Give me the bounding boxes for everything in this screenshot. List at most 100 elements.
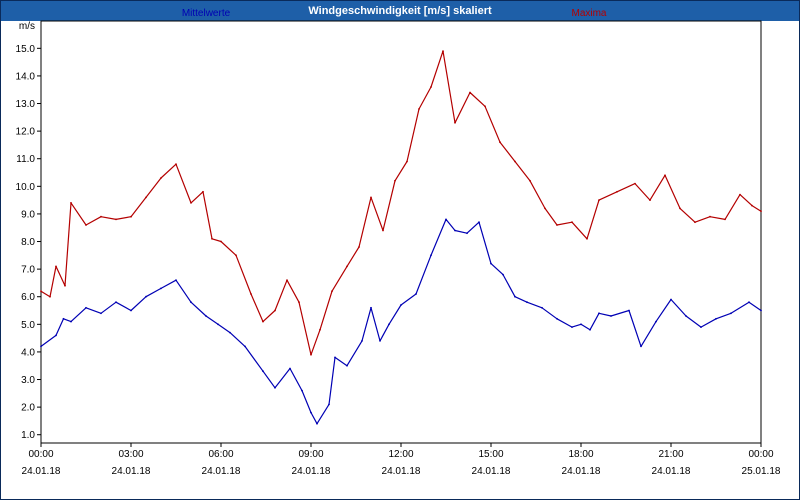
data-point — [685, 315, 687, 317]
data-point — [274, 309, 276, 312]
data-point — [286, 279, 288, 282]
x-tick-date: 24.01.18 — [382, 466, 421, 477]
data-point — [454, 121, 456, 124]
axes — [37, 20, 762, 447]
data-point — [190, 301, 192, 304]
data-point — [544, 207, 546, 210]
data-point — [70, 320, 72, 323]
data-point — [400, 304, 402, 306]
x-tick-date: 24.01.18 — [652, 466, 691, 477]
data-point — [244, 345, 246, 348]
data-point — [160, 287, 162, 290]
data-point — [442, 50, 444, 52]
data-point — [310, 353, 312, 356]
legend-maxima: Maxima — [571, 8, 606, 19]
data-point — [301, 389, 303, 392]
x-tick-date: 24.01.18 — [112, 466, 151, 477]
data-point — [655, 320, 657, 323]
labels: 1.0 2.0 3.0 4.0 5.0 6.0 7.0 8.0 9.0 10.0 11.0 12.0 1… — [16, 8, 781, 477]
data-point — [217, 323, 219, 326]
data-point — [289, 367, 291, 370]
data-point — [388, 323, 390, 326]
x-tick-time: 18:00 — [568, 449, 593, 460]
data-point — [739, 193, 741, 196]
x-tick-time: 00:00 — [28, 449, 53, 460]
chart-canvas: 1.0 2.0 3.0 4.0 5.0 6.0 7.0 8.0 9.0 10.0 11.0 12.0 1… — [16, 8, 781, 477]
x-tick-date: 25.01.18 — [742, 466, 781, 477]
data-point — [319, 328, 321, 331]
data-point — [370, 196, 372, 199]
data-point — [334, 356, 336, 359]
data-point — [598, 312, 600, 315]
x-tick-date: 24.01.18 — [292, 466, 331, 477]
data-point — [502, 273, 504, 276]
data-point — [55, 265, 57, 268]
data-point — [100, 312, 102, 315]
data-point — [130, 215, 132, 218]
y-tick-label: 4.0 — [21, 347, 35, 358]
data-point — [556, 317, 558, 320]
data-point — [235, 254, 237, 257]
data-point — [484, 105, 486, 108]
data-point — [490, 262, 492, 265]
data-point — [598, 199, 600, 202]
x-tick-date: 24.01.18 — [472, 466, 511, 477]
data-point — [49, 295, 51, 298]
y-tick-label: 7.0 — [21, 265, 35, 276]
data-point — [346, 364, 348, 367]
data-point — [298, 301, 300, 304]
data-point — [361, 340, 363, 342]
data-point — [748, 301, 750, 304]
data-point — [664, 174, 666, 177]
data-point — [130, 309, 132, 312]
data-point — [202, 190, 204, 193]
x-tick-time: 12:00 — [388, 449, 413, 460]
data-point — [454, 229, 456, 232]
y-tick-label: 1.0 — [21, 430, 35, 441]
data-point — [382, 229, 384, 232]
data-point — [40, 290, 42, 293]
data-point — [760, 210, 762, 213]
y-tick-label: 2.0 — [21, 403, 35, 414]
data-point — [670, 298, 672, 301]
y-tick-label: 14.0 — [16, 71, 36, 82]
data-point — [310, 411, 312, 414]
data-point — [610, 315, 612, 317]
x-tick-time: 06:00 — [208, 449, 233, 460]
window-title: Windgeschwindigkeit [m/s] skaliert — [1, 1, 799, 21]
x-tick-date: 24.01.18 — [22, 466, 61, 477]
data-point — [751, 204, 753, 207]
data-point — [616, 190, 618, 193]
series-line-maxima — [40, 50, 762, 356]
y-tick-label: 3.0 — [21, 375, 35, 386]
series — [40, 50, 762, 425]
data-point — [580, 323, 582, 326]
data-point — [250, 293, 252, 295]
data-point — [529, 179, 531, 182]
data-point — [85, 306, 87, 309]
data-point — [649, 199, 651, 202]
plot-frame — [40, 20, 762, 444]
x-tick-time: 00:00 — [748, 449, 773, 460]
x-tick-date: 24.01.18 — [202, 466, 241, 477]
data-point — [55, 334, 57, 337]
data-point — [514, 160, 516, 163]
data-point — [466, 232, 468, 235]
data-point — [715, 317, 717, 320]
legend-mittelwerte: Mittelwerte — [182, 8, 231, 19]
y-tick-label: 15.0 — [16, 44, 36, 55]
data-point — [262, 320, 264, 323]
data-point — [394, 179, 396, 182]
data-point — [145, 295, 147, 298]
data-point — [205, 315, 207, 317]
data-point — [499, 141, 501, 144]
x-tick-time: 09:00 — [298, 449, 323, 460]
data-point — [229, 331, 231, 334]
data-point — [415, 293, 417, 295]
data-point — [709, 215, 711, 218]
data-point — [100, 215, 102, 218]
data-point — [628, 309, 630, 312]
y-tick-label: 6.0 — [21, 292, 35, 303]
data-point — [430, 254, 432, 257]
